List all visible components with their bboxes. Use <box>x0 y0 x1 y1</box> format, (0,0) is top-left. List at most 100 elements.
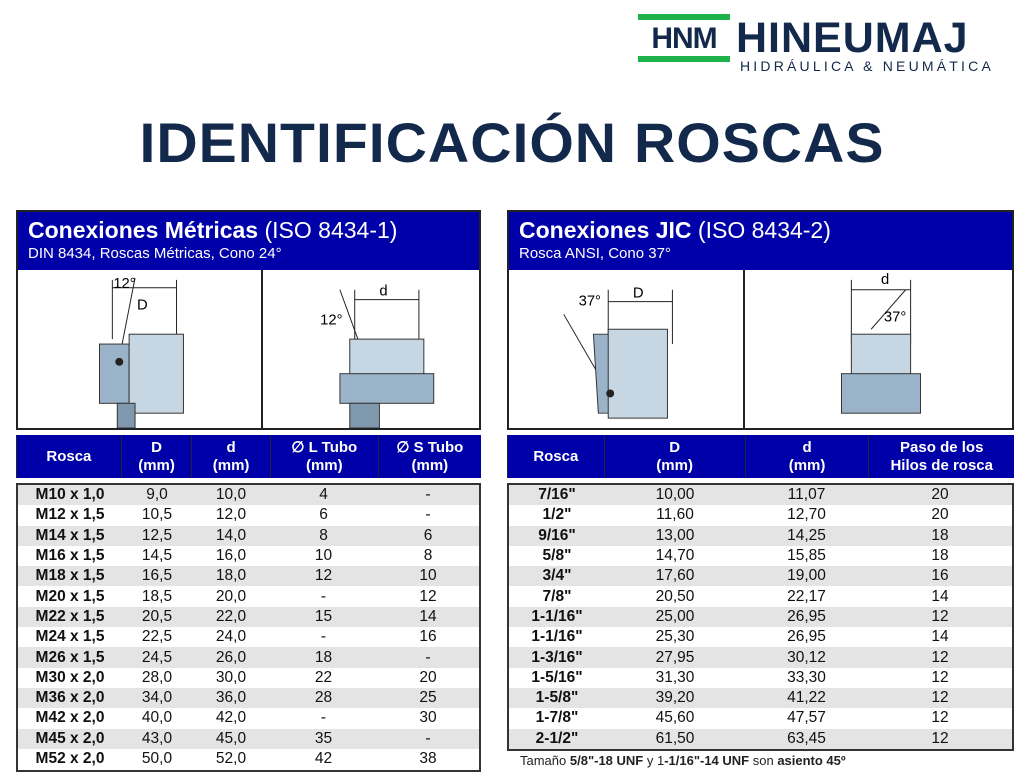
table-cell: 10,00 <box>655 486 695 504</box>
table-row: 1-3/16" 27,95 30,12 12 <box>509 647 1012 668</box>
column-header: Paso de los Hilos de rosca <box>868 435 1014 478</box>
table-cell: 41,22 <box>787 689 826 707</box>
table-row: M26 x 1,5 24,5 26,0 18 - <box>18 647 479 668</box>
table-cell: 31,30 <box>655 668 695 686</box>
logo-mark: HNM <box>638 14 730 62</box>
table-cell: 26,95 <box>787 628 826 646</box>
jic-table-body: 7/16" 10,00 11,07 20 1/2" 11,60 12,70 20 9/16" 13… <box>507 483 1014 751</box>
table-cell: 20 <box>931 506 949 524</box>
table-cell: 12 <box>931 709 949 727</box>
cell-rosca: M36 x 2,0 <box>35 689 105 707</box>
svg-text:d: d <box>881 272 889 288</box>
cell-rosca: 7/16" <box>538 486 576 504</box>
cell-rosca: M42 x 2,0 <box>35 709 105 727</box>
cell-rosca: 1/2" <box>542 506 572 524</box>
table-row: M45 x 2,0 43,0 45,0 35 - <box>18 728 479 749</box>
table-cell: 18 <box>314 648 333 666</box>
table-row: M18 x 1,5 16,5 18,0 12 10 <box>18 566 479 587</box>
metric-diagram-male: 12° D <box>18 270 263 429</box>
table-cell: 42,0 <box>215 709 247 727</box>
metric-table-header: Rosca D (mm) d (mm) ∅ L Tubo (mm) ∅ S Tubo (mm) <box>16 435 481 478</box>
column-header: ∅ L Tubo (mm) <box>269 435 379 478</box>
table-cell: 15 <box>314 607 333 625</box>
table-cell: 22,17 <box>787 587 826 605</box>
table-cell: 16 <box>419 628 437 646</box>
table-row: M22 x 1,5 20,5 22,0 15 14 <box>18 606 479 628</box>
table-cell: 12,70 <box>787 506 826 524</box>
table-cell: 45,0 <box>215 729 247 747</box>
metric-header: Conexiones Métricas (ISO 8434-1) DIN 843… <box>18 212 479 270</box>
table-cell: 39,20 <box>655 689 695 707</box>
svg-text:37°: 37° <box>884 309 906 325</box>
jic-table-header: Rosca D (mm) d (mm) Paso de los Hilos de rosca <box>507 435 1014 478</box>
cell-rosca: M18 x 1,5 <box>35 567 105 585</box>
table-cell: 38 <box>419 750 437 767</box>
table-cell: - <box>320 587 327 605</box>
table-cell: 4 <box>319 486 328 504</box>
table-cell: 14,0 <box>215 526 247 544</box>
cell-rosca: M16 x 1,5 <box>35 547 105 565</box>
svg-text:D: D <box>137 298 148 314</box>
table-row: M42 x 2,0 40,0 42,0 - 30 <box>18 708 479 728</box>
table-cell: 50,0 <box>141 750 173 767</box>
table-row: 2-1/2" 61,50 63,45 12 <box>509 728 1012 749</box>
table-cell: 10,5 <box>141 506 173 524</box>
column-header: ∅ S Tubo (mm) <box>377 435 481 478</box>
logo-brand: HINEUMAJ <box>736 14 969 62</box>
table-cell: 11,60 <box>656 506 694 524</box>
table-cell: 12 <box>314 567 333 585</box>
cell-rosca: 2-1/2" <box>535 729 579 747</box>
table-cell: 22 <box>314 668 333 686</box>
metric-diagram-female: 12° d <box>265 270 479 429</box>
table-cell: 20 <box>931 486 949 504</box>
table-cell: - <box>425 486 431 504</box>
cell-rosca: M12 x 1,5 <box>35 506 105 524</box>
jic-header: Conexiones JIC (ISO 8434-2) Rosca ANSI, … <box>509 212 1012 270</box>
table-cell: 63,45 <box>787 729 826 747</box>
table-cell: 22,5 <box>141 628 173 646</box>
table-cell: 12 <box>931 607 949 625</box>
column-header: d (mm) <box>191 435 271 478</box>
table-cell: 11,07 <box>787 486 826 504</box>
table-cell: 40,0 <box>141 709 173 727</box>
cell-rosca: M14 x 1,5 <box>35 526 105 544</box>
table-cell: 15,85 <box>787 547 826 565</box>
table-cell: 30,0 <box>215 668 247 686</box>
table-cell: 34,0 <box>141 689 173 707</box>
table-cell: 25,30 <box>655 628 695 646</box>
table-cell: 10 <box>419 567 437 585</box>
table-cell: 16,5 <box>141 567 173 585</box>
cell-rosca: M10 x 1,0 <box>35 486 105 504</box>
table-cell: 27,95 <box>655 648 695 666</box>
table-cell: 33,30 <box>787 668 826 686</box>
table-row: 1-1/16" 25,00 26,95 12 <box>509 606 1012 628</box>
cell-rosca: 1-5/16" <box>531 668 583 686</box>
table-cell: 12 <box>931 648 949 666</box>
table-cell: 14 <box>931 628 949 646</box>
table-row: 1-5/8" 39,20 41,22 12 <box>509 687 1012 709</box>
table-cell: 25,00 <box>655 607 695 625</box>
column-header: Rosca <box>507 435 605 478</box>
table-cell: 28,0 <box>141 668 173 686</box>
table-cell: 6 <box>319 506 328 524</box>
table-cell: 30 <box>419 709 437 727</box>
table-cell: 19,00 <box>787 567 826 585</box>
table-row: M14 x 1,5 12,5 14,0 8 6 <box>18 525 479 546</box>
table-cell: 35 <box>314 729 333 747</box>
metric-panel: Conexiones Métricas (ISO 8434-1) DIN 843… <box>16 210 481 430</box>
svg-text:D: D <box>633 286 644 302</box>
table-row: M12 x 1,5 10,5 12,0 6 - <box>18 505 479 525</box>
table-cell: - <box>425 506 431 524</box>
table-cell: 18,0 <box>215 567 247 585</box>
table-cell: - <box>320 709 327 727</box>
table-cell: 22,0 <box>215 607 247 625</box>
table-row: M16 x 1,5 14,5 16,0 10 8 <box>18 546 479 566</box>
table-cell: - <box>425 648 431 666</box>
svg-text:12°: 12° <box>113 276 135 292</box>
table-cell: 16 <box>931 567 949 585</box>
table-cell: 14,5 <box>141 547 173 565</box>
table-cell: 8 <box>423 547 433 565</box>
table-cell: 13,00 <box>655 526 695 544</box>
cell-rosca: 5/8" <box>542 547 572 565</box>
table-row: M36 x 2,0 34,0 36,0 28 25 <box>18 687 479 709</box>
